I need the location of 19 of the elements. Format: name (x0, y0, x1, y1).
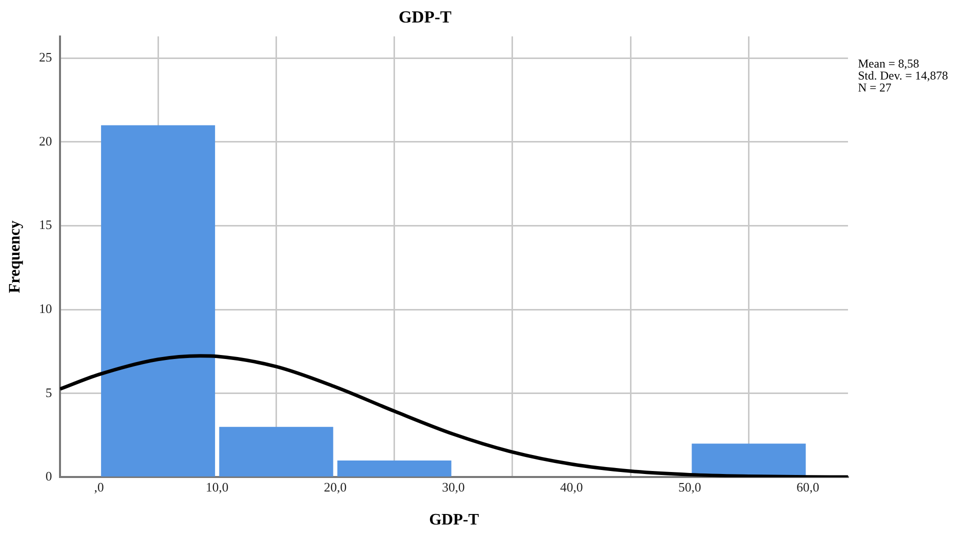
y-axis-title: Frequency (6, 220, 24, 294)
x-axis-title: GDP-T (429, 512, 480, 529)
text: Std. Dev. = 14,878 (858, 68, 948, 83)
y-tick-label: 20 (39, 133, 52, 148)
y-tick-label: 25 (39, 50, 52, 65)
x-tick-label: 60,0 (796, 479, 820, 494)
y-tick-label: 15 (39, 217, 52, 232)
x-tick-label: 10,0 (206, 479, 228, 494)
x-tick-label: 40,0 (560, 479, 583, 494)
chart-title: GDP-T (398, 8, 452, 27)
y-tick-label: 10 (39, 301, 52, 316)
x-tick-label: ,0 (94, 479, 104, 494)
text: N = 27 (858, 80, 892, 95)
x-tick-label: 50,0 (678, 479, 702, 494)
x-tick-label: 20,0 (324, 479, 347, 494)
y-tick-label: 0 (46, 468, 52, 484)
text: Mean = 8,58 (858, 56, 920, 71)
x-tick-label: 30,0 (442, 479, 465, 494)
y-tick-label: 5 (46, 384, 52, 400)
